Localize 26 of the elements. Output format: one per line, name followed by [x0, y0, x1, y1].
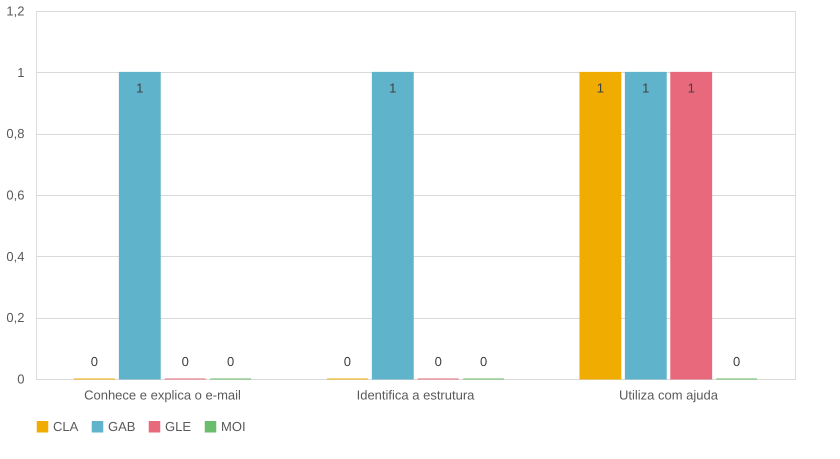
y-tick-label: 0 — [17, 372, 24, 386]
x-tick-label: Conhece e explica o e-mail — [84, 388, 242, 402]
data-label: 1 — [389, 80, 396, 96]
data-label: 1 — [642, 80, 650, 96]
data-label: 0 — [182, 354, 189, 369]
data-label: 0 — [480, 354, 488, 369]
data-label: 0 — [227, 354, 234, 369]
y-tick-label: 0,8 — [6, 126, 24, 142]
legend-label: GLE — [165, 418, 192, 434]
data-label: 0 — [90, 354, 98, 369]
data-label: 1 — [688, 80, 695, 96]
y-tick-label: 0,6 — [6, 188, 24, 202]
y-tick-label: 1 — [17, 64, 24, 80]
legend-label: GAB — [108, 418, 136, 434]
x-tick-label: Utiliza com ajuda — [619, 388, 719, 402]
data-label: 1 — [136, 80, 144, 96]
y-tick-label: 1,2 — [6, 4, 24, 18]
y-tick-label: 0,4 — [6, 248, 24, 264]
x-tick-label: Identifica a estrutura — [356, 388, 476, 402]
data-label: 1 — [596, 80, 604, 96]
y-tick-label: 0,2 — [6, 310, 24, 326]
data-label: 0 — [434, 354, 442, 369]
legend-label: MOI — [221, 418, 246, 434]
data-label: 0 — [344, 354, 351, 369]
data-label: 0 — [733, 354, 740, 369]
legend-label: CLA — [53, 418, 79, 434]
